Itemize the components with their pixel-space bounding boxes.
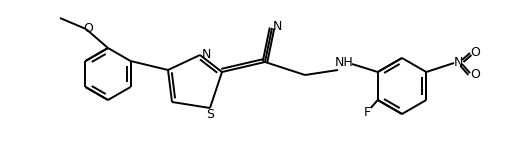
- Text: O: O: [83, 22, 93, 35]
- Text: N: N: [454, 56, 463, 68]
- Text: S: S: [206, 108, 214, 122]
- Text: O: O: [470, 46, 480, 59]
- Text: N: N: [272, 21, 281, 33]
- Text: F: F: [364, 106, 371, 119]
- Text: NH: NH: [335, 56, 353, 68]
- Text: O: O: [470, 68, 480, 81]
- Text: N: N: [201, 48, 211, 60]
